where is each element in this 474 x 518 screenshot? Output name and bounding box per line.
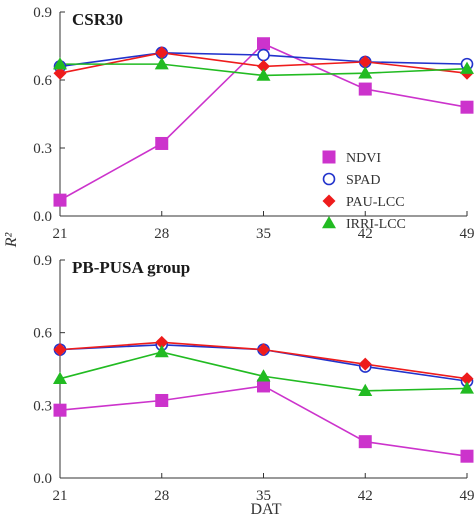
point-spad xyxy=(257,48,270,62)
x-tick-label: 28 xyxy=(154,226,169,242)
point-pau-lcc xyxy=(155,46,169,60)
y-tick-label: 0.0 xyxy=(33,471,52,487)
point-irri-lcc xyxy=(256,369,271,382)
panel-title: PB-PUSA group xyxy=(72,258,190,277)
point-irri-lcc xyxy=(358,66,373,79)
x-tick-label: 35 xyxy=(256,226,271,242)
point-pau-lcc xyxy=(358,55,372,69)
legend-label: PAU-LCC xyxy=(346,195,405,210)
y-axis-label: R² xyxy=(3,232,20,249)
chart-panel: 0.0 0.3 0.6 0.9 21 28 35 42 49 PB-PUSA group xyxy=(33,253,474,504)
legend: NDVI SPAD PAU-LCC IRRI-LCC xyxy=(322,150,406,232)
point-ndvi xyxy=(358,435,372,449)
y-tick-label: 0.9 xyxy=(33,5,52,21)
x-tick-label: 35 xyxy=(256,488,271,504)
point-irri-lcc xyxy=(53,371,67,384)
point-irri-lcc xyxy=(460,61,474,74)
point-ndvi xyxy=(257,37,270,51)
point-pau-lcc xyxy=(53,343,67,357)
y-tick-label: 0.3 xyxy=(33,398,52,414)
point-ndvi xyxy=(155,393,169,407)
x-tick-label: 42 xyxy=(358,226,373,242)
chart-panels: 0.00.30.60.921 28 35 42 49CSR30NDVISPADPAU-L… xyxy=(33,5,474,504)
point-irri-lcc xyxy=(358,383,373,397)
x-tick-label: 28 xyxy=(154,488,169,504)
legend-label: IRRI-LCC xyxy=(346,217,406,232)
point-pau-lcc xyxy=(53,66,67,80)
point-irri-lcc xyxy=(460,381,474,394)
point-irri-lcc xyxy=(154,345,169,358)
point-pau-lcc xyxy=(358,357,372,371)
y-tick-label: 0.6 xyxy=(33,326,52,342)
chart-panel: 0.0 0.3 0.6 0.9 21 28 35 42 49 CSR30 NDVI SPAD PAU-L… xyxy=(33,5,474,242)
point-ndvi xyxy=(460,100,474,114)
y-tick-label: 0.6 xyxy=(33,73,52,89)
point-ndvi xyxy=(460,449,474,463)
legend-label: SPAD xyxy=(346,173,381,188)
point-irri-lcc xyxy=(53,57,67,70)
point-irri-lcc xyxy=(256,68,271,81)
y-tick-label: 0.0 xyxy=(33,209,52,225)
point-pau-lcc xyxy=(257,343,270,357)
x-axis-label: DAT xyxy=(250,501,281,518)
point-ndvi xyxy=(53,403,67,417)
point-pau-lcc xyxy=(460,372,474,386)
x-tick-label: 42 xyxy=(358,488,373,504)
series-line-ndvi xyxy=(59,385,468,457)
point-pau-lcc xyxy=(257,59,270,73)
panel-title: CSR30 xyxy=(72,10,123,29)
legend-swatch-spad xyxy=(322,172,336,186)
y-tick-label: 0.3 xyxy=(33,141,52,157)
point-ndvi xyxy=(53,193,67,207)
legend-label: NDVI xyxy=(346,151,381,166)
y-tick-label: 0.9 xyxy=(33,253,52,269)
x-tick-label: 49 xyxy=(460,226,474,242)
point-irri-lcc xyxy=(154,57,169,70)
x-tick-label: 49 xyxy=(460,488,474,504)
point-pau-lcc xyxy=(155,335,169,349)
legend-swatch-ndvi xyxy=(322,150,336,164)
legend-swatch-irri-lcc xyxy=(322,216,336,229)
x-tick-label: 21 xyxy=(53,226,68,242)
legend-swatch-pau-lcc xyxy=(322,194,336,208)
x-tick-label: 21 xyxy=(53,488,68,504)
point-ndvi xyxy=(257,379,270,393)
point-ndvi xyxy=(155,136,169,150)
point-ndvi xyxy=(358,82,372,96)
